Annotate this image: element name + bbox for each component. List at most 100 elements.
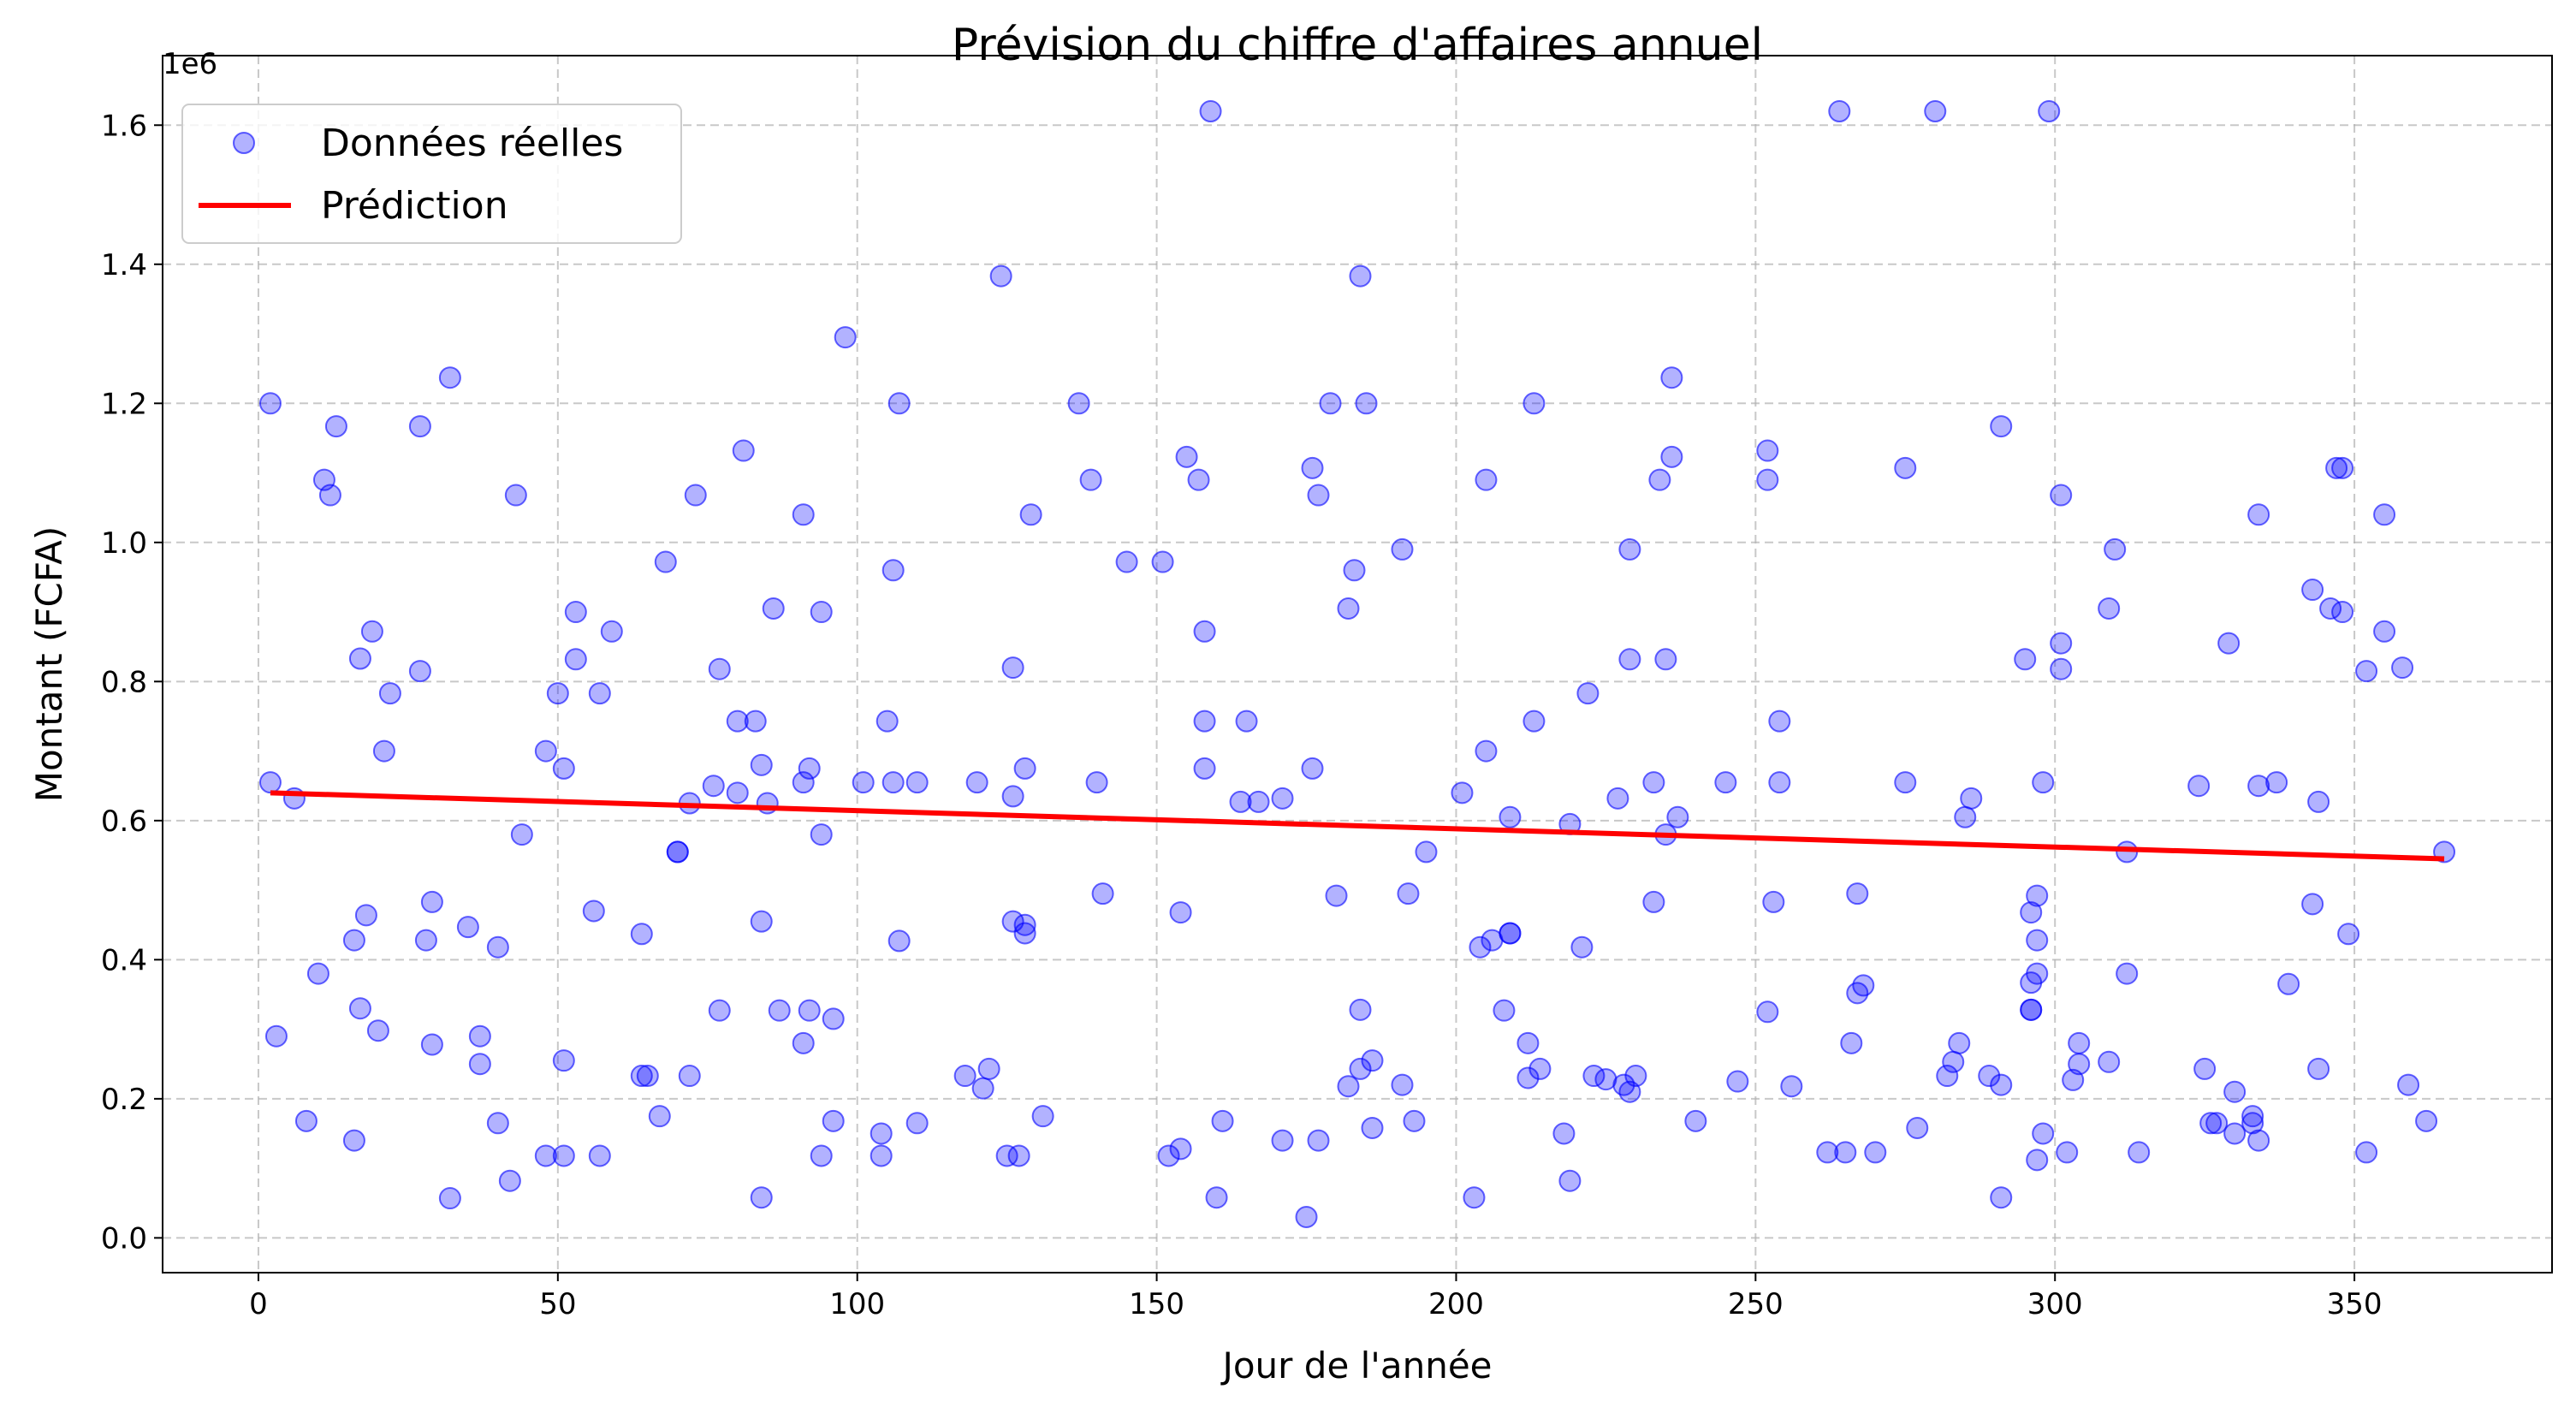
- data-point: [1337, 597, 1360, 620]
- data-point: [708, 999, 731, 1022]
- data-point: [2068, 1031, 2091, 1054]
- x-tick-label: 350: [2327, 1287, 2383, 1321]
- data-point: [852, 771, 875, 794]
- data-point: [2301, 893, 2324, 916]
- data-point: [582, 899, 605, 923]
- data-point: [798, 757, 821, 780]
- data-point: [744, 710, 767, 733]
- data-point: [750, 1186, 773, 1209]
- data-point: [1499, 922, 1522, 945]
- data-point: [1936, 1065, 1959, 1088]
- data-point: [600, 620, 623, 643]
- plot-frame: [162, 55, 2553, 1274]
- data-point: [1391, 537, 1414, 561]
- data-point: [2355, 1141, 2378, 1164]
- data-point: [504, 484, 527, 507]
- data-point: [1019, 503, 1042, 526]
- data-point: [1906, 1116, 1929, 1139]
- data-point: [2373, 620, 2396, 643]
- data-point: [1475, 468, 1498, 491]
- data-points: [258, 100, 2456, 1228]
- data-point: [1193, 757, 1216, 780]
- data-point: [1007, 1144, 1030, 1167]
- data-point: [977, 1057, 1000, 1080]
- data-point: [438, 1187, 461, 1210]
- x-axis: 0 50 100 150 200 250 300 350: [249, 1273, 2383, 1321]
- data-point: [810, 1144, 833, 1167]
- chart-title: Prévision du chiffre d'affaires annuel: [952, 20, 1763, 71]
- data-point: [1606, 787, 1629, 810]
- data-point: [1349, 1057, 1372, 1080]
- data-point: [654, 550, 677, 573]
- y-tick-label: 0.6: [101, 804, 147, 839]
- data-point: [1684, 1109, 1707, 1132]
- data-point: [953, 1065, 976, 1088]
- legend-box: [181, 104, 682, 244]
- data-point: [258, 392, 282, 415]
- data-point: [1193, 710, 1216, 733]
- data-point: [1307, 484, 1330, 507]
- data-point: [792, 503, 815, 526]
- data-point: [810, 823, 833, 846]
- data-point: [306, 962, 329, 985]
- data-point: [2205, 1112, 2229, 1135]
- data-point: [2247, 1129, 2270, 1152]
- y-tick-label: 0.0: [101, 1221, 147, 1256]
- data-point: [1517, 1066, 1540, 1089]
- y-tick-label: 1.0: [101, 526, 147, 561]
- x-tick-label: 0: [249, 1287, 268, 1321]
- data-point: [684, 484, 707, 507]
- data-point: [768, 999, 791, 1022]
- legend-label-scatter: Données réelles: [321, 122, 623, 165]
- data-point: [887, 929, 911, 953]
- data-point: [2193, 1057, 2217, 1080]
- data-point: [1648, 468, 1671, 491]
- data-point: [1451, 781, 1474, 804]
- data-point: [1403, 1109, 1426, 1132]
- data-point: [1319, 392, 1342, 415]
- data-point: [1612, 1073, 1635, 1096]
- data-point: [881, 771, 905, 794]
- data-point: [1618, 537, 1641, 561]
- x-axis-label: Jour de l'année: [1220, 1345, 1492, 1386]
- data-point: [1187, 468, 1210, 491]
- data-point: [534, 739, 557, 763]
- data-point: [1924, 100, 1947, 123]
- data-point: [2415, 1109, 2438, 1132]
- data-point: [486, 935, 509, 959]
- data-point: [408, 660, 431, 683]
- data-point: [2098, 597, 2121, 620]
- data-point: [1894, 456, 1917, 479]
- data-point: [1714, 771, 1737, 794]
- legend-label-line: Prédiction: [321, 184, 508, 228]
- data-point: [2331, 456, 2354, 479]
- data-point: [2026, 884, 2049, 907]
- data-point: [1169, 1137, 1192, 1161]
- data-point: [666, 840, 689, 864]
- data-point: [1522, 710, 1546, 733]
- data-point: [2265, 771, 2288, 794]
- data-point: [2026, 962, 2049, 985]
- data-point: [1522, 392, 1546, 415]
- data-point: [2032, 771, 2055, 794]
- data-point: [1828, 100, 1851, 123]
- data-point: [1493, 999, 1516, 1022]
- data-point: [792, 1031, 815, 1054]
- data-point: [2199, 1112, 2223, 1135]
- data-point: [792, 771, 815, 794]
- data-point: [456, 916, 479, 939]
- data-point: [1780, 1075, 1803, 1098]
- data-point: [564, 601, 587, 624]
- data-point: [1337, 1075, 1360, 1098]
- data-point: [1091, 882, 1114, 905]
- data-point: [1558, 1169, 1582, 1192]
- data-point: [750, 753, 773, 776]
- data-point: [881, 559, 905, 582]
- x-tick-label: 50: [539, 1287, 576, 1321]
- data-point: [1295, 1205, 1318, 1228]
- data-point: [1660, 445, 1683, 468]
- data-point: [2277, 972, 2300, 995]
- data-point: [510, 823, 533, 846]
- data-point: [468, 1024, 491, 1048]
- data-point: [2050, 657, 2073, 680]
